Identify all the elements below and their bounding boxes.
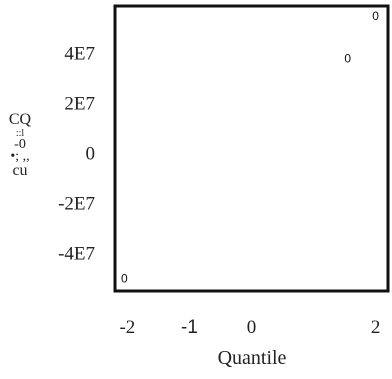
x-axis-title: Quantile [218,347,287,369]
y-tick-label: 4E7 [64,44,95,65]
svg-text:CQ: CQ [9,111,32,128]
x-tick-label: 0 [247,317,257,338]
data-points: 0 0 0 [121,9,379,286]
x-tick-label: 2 [371,317,381,338]
data-point: 0 [344,52,351,66]
data-point: 0 [372,9,379,23]
y-tick-label: 0 [86,144,96,165]
svg-text:::l: ::l [16,128,25,139]
x-tick-label: -1 [181,317,198,338]
y-axis-ticks: 4E7 2E7 0 -2E7 -4E7 [58,44,95,265]
y-tick-label: 2E7 [64,94,95,115]
plot-frame [113,4,390,293]
data-point: 0 [121,272,128,286]
x-axis-ticks: -2 -1 0 2 [119,317,380,338]
svg-text:cu: cu [12,162,27,179]
x-tick-label: -2 [119,317,135,338]
svg-text:•; ,,: •; ,, [10,149,29,164]
y-tick-label: -4E7 [58,244,95,265]
y-tick-label: -2E7 [58,194,95,215]
y-axis-title: CQ ::l -0 •; ,, cu [9,111,32,179]
svg-text:-0: -0 [14,137,26,152]
